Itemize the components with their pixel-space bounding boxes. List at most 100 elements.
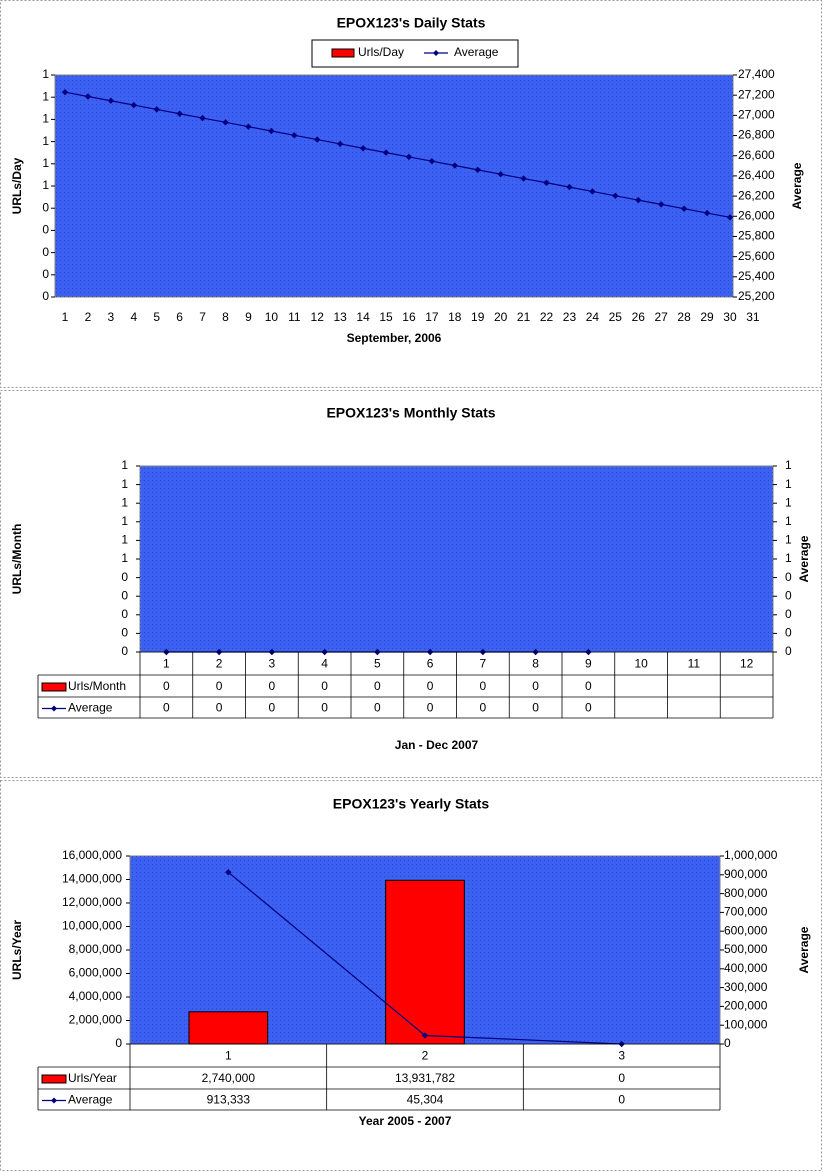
y-tick-label: 10,000,000	[62, 919, 122, 933]
marker	[153, 106, 160, 113]
table-value: 0	[585, 679, 592, 693]
x-tick-label: 13	[333, 310, 347, 324]
x-axis-title: September, 2006	[347, 331, 442, 345]
y-tick-label: 1	[121, 477, 128, 491]
x-tick-label: 8	[532, 657, 539, 671]
table-value: 0	[269, 679, 276, 693]
y-tick-label: 0	[121, 588, 128, 602]
y2-tick-label: 1	[785, 551, 792, 565]
table-value: 45,304	[407, 1093, 444, 1107]
y2-tick-label: 26,600	[738, 148, 775, 162]
y-tick-label: 1	[121, 551, 128, 565]
legend-marker	[51, 705, 57, 712]
x-tick-label: 11	[288, 310, 301, 324]
table-value: 0	[585, 701, 592, 715]
x-tick-label: 7	[199, 310, 206, 324]
x-tick-label: 2	[422, 1049, 429, 1063]
y2-tick-label: 25,200	[738, 289, 775, 303]
y-axis-title: URLs/Year	[10, 920, 24, 980]
marker	[291, 132, 298, 139]
y2-tick-label: 25,800	[738, 229, 775, 243]
marker	[268, 127, 275, 135]
y2-tick-label: 25,600	[738, 249, 775, 263]
table-value: 0	[618, 1093, 625, 1107]
y2-tick-label: 1	[785, 458, 792, 472]
y-tick-label: 1	[42, 134, 49, 148]
x-tick-label: 24	[586, 310, 600, 324]
marker	[382, 149, 390, 156]
chart-title: EPOX123's Yearly Stats	[333, 796, 490, 812]
x-tick-label: 9	[585, 657, 592, 671]
chart-title: EPOX123's Daily Stats	[337, 15, 486, 31]
marker	[497, 170, 504, 178]
marker	[222, 119, 229, 126]
y-tick-label: 0	[121, 626, 128, 640]
legend-label: Urls/Day	[358, 45, 404, 59]
y2-tick-label: 26,000	[738, 208, 775, 222]
marker	[428, 157, 436, 165]
x-tick-label: 14	[356, 310, 370, 324]
y-tick-label: 0	[121, 607, 128, 621]
x-tick-label: 3	[108, 310, 115, 324]
marker	[61, 88, 69, 96]
x-tick-label: 22	[540, 310, 554, 324]
y-axis-title: URLs/Day	[10, 157, 24, 214]
marker	[421, 1032, 429, 1039]
legend-swatch	[41, 1074, 67, 1084]
x-tick-label: 5	[374, 657, 381, 671]
y-tick-label: 12,000,000	[62, 895, 122, 909]
y-tick-label: 0	[121, 570, 128, 584]
y2-tick-label: 0	[724, 1036, 731, 1050]
y-tick-label: 1	[42, 156, 49, 170]
y-tick-label: 2,000,000	[69, 1013, 123, 1027]
x-tick-label: 3	[618, 1049, 625, 1063]
marker	[245, 123, 252, 130]
line	[64, 91, 731, 218]
x-tick-label: 1	[62, 310, 69, 324]
table-value: 0	[163, 701, 170, 715]
x-tick-label: 20	[494, 310, 508, 324]
marker	[657, 201, 665, 208]
panel	[0, 780, 822, 1171]
table-value: 2,740,000	[202, 1071, 256, 1085]
table-value: 0	[427, 679, 434, 693]
x-tick-label: 23	[563, 310, 577, 324]
plot-texture	[140, 466, 773, 652]
x-tick-label: 29	[700, 310, 714, 324]
table-value: 0	[321, 701, 328, 715]
x-tick-label: 16	[402, 310, 416, 324]
x-tick-label: 6	[427, 657, 434, 671]
x-tick-label: 1	[163, 657, 170, 671]
marker	[474, 166, 481, 174]
legend-label: Urls/Month	[68, 679, 126, 693]
y-tick-label: 0	[42, 223, 49, 237]
x-tick-label: 1	[225, 1049, 232, 1063]
table-value: 0	[374, 679, 381, 693]
y-tick-label: 4,000,000	[69, 989, 123, 1003]
x-tick-label: 18	[448, 310, 462, 324]
x-tick-label: 26	[632, 310, 646, 324]
legend-label: Average	[454, 45, 499, 59]
x-tick-label: 19	[471, 310, 485, 324]
y2-tick-label: 1,000,000	[724, 848, 778, 862]
y-tick-label: 0	[42, 245, 49, 259]
y-tick-label: 0	[42, 289, 49, 303]
y-tick-label: 0	[115, 1036, 122, 1050]
y2-tick-label: 1	[785, 533, 792, 547]
table-value: 0	[374, 701, 381, 715]
marker	[107, 97, 115, 104]
y-tick-label: 0	[42, 200, 49, 214]
y-tick-label: 1	[121, 495, 128, 509]
legend-marker	[51, 1097, 57, 1104]
x-tick-label: 11	[688, 657, 701, 671]
y2-tick-label: 0	[785, 588, 792, 602]
marker	[359, 145, 367, 152]
y2-tick-label: 27,200	[738, 87, 775, 101]
y2-tick-label: 0	[785, 570, 792, 584]
y2-tick-label: 300,000	[724, 980, 768, 994]
table-value: 0	[618, 1071, 625, 1085]
y2-axis-title: Average	[797, 535, 811, 582]
legend-marker	[433, 50, 439, 56]
x-tick-label: 8	[222, 310, 229, 324]
x-tick-label: 2	[85, 310, 92, 324]
